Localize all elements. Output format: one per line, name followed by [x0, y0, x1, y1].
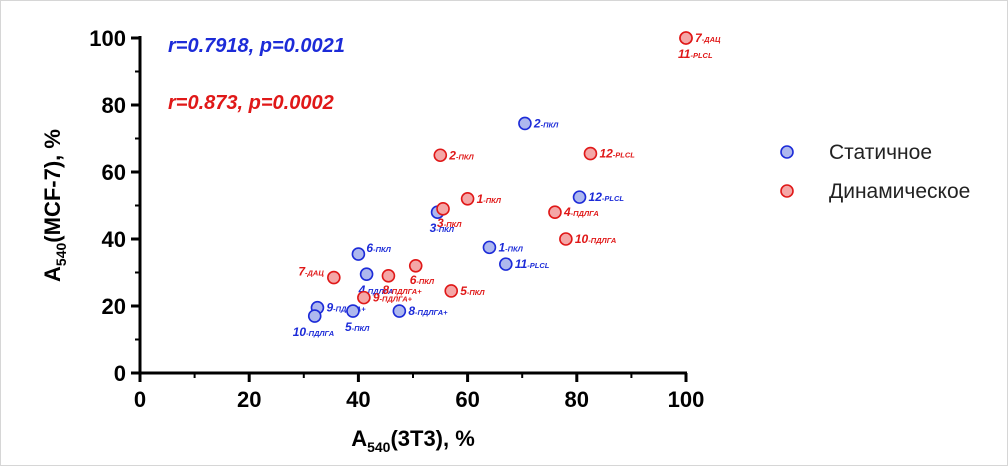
static-point-label: 2-ПКЛ	[533, 116, 559, 130]
static-point	[359, 267, 374, 281]
dynamic-point-label: 2-ПКЛ	[448, 148, 474, 162]
static-point-label: 11-PLCL	[515, 257, 550, 271]
y-axis-title: A540(MCF-7), %	[40, 129, 69, 282]
x-tick-label: 20	[237, 387, 261, 412]
dynamic-point-label: 5-ПКЛ	[460, 284, 485, 298]
legend-marker	[780, 145, 794, 159]
dynamic-correlation-annotation: r=0.873, p=0.0002	[168, 92, 334, 114]
x-tick-label: 60	[455, 387, 479, 412]
dynamic-point	[408, 258, 423, 273]
dynamic-point-label: 1-ПКЛ	[477, 192, 502, 206]
dynamic-point-label: 8-ПДЛГА+	[382, 283, 422, 297]
legend-label: Динамическое	[829, 180, 970, 203]
dynamic-point-label: 12-PLCL	[599, 147, 635, 161]
dynamic-point-label: 3-ПКЛ	[437, 216, 462, 230]
dynamic-point	[357, 290, 371, 305]
dynamic-point	[444, 284, 459, 298]
legend-label: Статичное	[829, 141, 932, 164]
dynamic-point	[436, 202, 450, 216]
dynamic-point-label: 10-ПДЛГА	[575, 232, 616, 246]
static-point-label: 10-ПДЛГА	[293, 325, 334, 339]
static-point	[572, 190, 587, 204]
static-point	[518, 116, 532, 131]
y-tick-label: 0	[114, 361, 126, 386]
dynamic-point	[381, 269, 396, 283]
x-tick-label: 80	[565, 387, 589, 412]
dynamic-point-label: 11-PLCL	[678, 47, 713, 61]
y-tick-label: 40	[102, 227, 126, 252]
y-tick-label: 20	[102, 294, 126, 319]
dynamic-point	[583, 146, 598, 161]
static-correlation-annotation: r=0.7918, p=0.0021	[168, 35, 345, 57]
annotations: r=0.7918, p=0.0021 r=0.873, p=0.0002	[168, 35, 345, 114]
legend-marker	[780, 184, 794, 198]
dynamic-point	[679, 31, 693, 45]
axes: 0 20 40 60 80 100 0 20 40 60 80 100 A540(3T3), % A540…	[40, 26, 704, 455]
dynamic-point	[559, 232, 573, 246]
static-point	[351, 247, 366, 261]
dynamic-point	[460, 192, 475, 206]
static-point-label: 8-ПДЛГА+	[408, 304, 448, 318]
dynamic-point-label: 7-ДАЦ	[695, 31, 721, 45]
y-tick-label: 60	[102, 160, 126, 185]
static-point-label: 5-ПКЛ	[345, 320, 370, 334]
static-point-label: 12-PLCL	[589, 190, 625, 204]
static-point-label: 4-ПДЛГА	[358, 283, 394, 297]
x-tick-label: 100	[668, 387, 705, 412]
dynamic-point	[327, 270, 341, 285]
dynamic-point-label: 7-ДАЦ	[298, 265, 324, 279]
static-point	[392, 304, 407, 318]
static-point-label: 3-ПКЛ	[430, 221, 455, 235]
y-tick-label: 100	[89, 26, 126, 51]
y-tick-label: 80	[102, 93, 126, 118]
x-tick-label: 40	[346, 387, 370, 412]
static-point	[346, 304, 360, 318]
legend: Статичное Динамическое	[780, 141, 970, 203]
data-points: 2-ПКЛ 12-PLCL 3-ПКЛ 1-ПКЛ 11-PLCL 6-ПКЛ 4-ПДЛГ…	[293, 31, 721, 339]
x-axis-title: A540(3T3), %	[351, 426, 475, 455]
static-point	[499, 257, 513, 271]
static-point-label: 6-ПКЛ	[366, 241, 391, 255]
x-tick-label: 0	[134, 387, 146, 412]
dynamic-point-label: 6-ПКЛ	[410, 273, 435, 287]
static-point	[482, 240, 497, 255]
dynamic-point-label: 4-ПДЛГА	[563, 205, 599, 219]
dynamic-point-label: 9-ПДЛГА+	[373, 291, 413, 305]
dynamic-point	[433, 148, 448, 163]
static-point-label: 1-ПКЛ	[498, 240, 523, 254]
dynamic-point	[548, 205, 562, 219]
static-point	[307, 309, 322, 323]
